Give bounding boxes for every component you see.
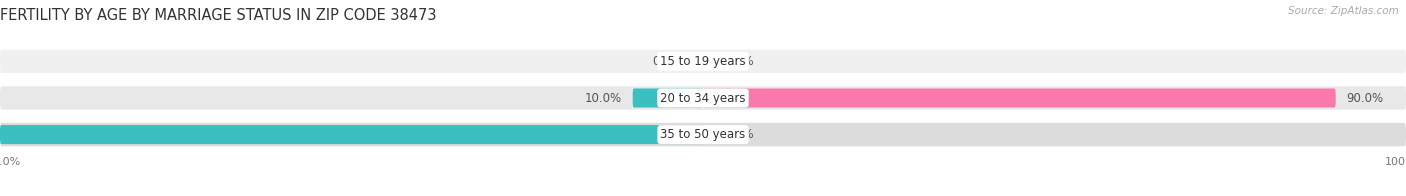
FancyBboxPatch shape [0, 86, 1406, 110]
FancyBboxPatch shape [633, 88, 703, 108]
Text: 35 to 50 years: 35 to 50 years [661, 128, 745, 141]
FancyBboxPatch shape [0, 123, 1406, 146]
Text: Source: ZipAtlas.com: Source: ZipAtlas.com [1288, 6, 1399, 16]
FancyBboxPatch shape [703, 88, 1336, 108]
Text: 90.0%: 90.0% [1347, 92, 1384, 104]
Text: 0.0%: 0.0% [652, 55, 682, 68]
Text: 0.0%: 0.0% [724, 128, 754, 141]
Text: 0.0%: 0.0% [724, 55, 754, 68]
FancyBboxPatch shape [0, 50, 1406, 73]
Text: 15 to 19 years: 15 to 19 years [661, 55, 745, 68]
Text: FERTILITY BY AGE BY MARRIAGE STATUS IN ZIP CODE 38473: FERTILITY BY AGE BY MARRIAGE STATUS IN Z… [0, 8, 436, 23]
FancyBboxPatch shape [0, 125, 703, 144]
Text: 20 to 34 years: 20 to 34 years [661, 92, 745, 104]
Text: 10.0%: 10.0% [585, 92, 621, 104]
